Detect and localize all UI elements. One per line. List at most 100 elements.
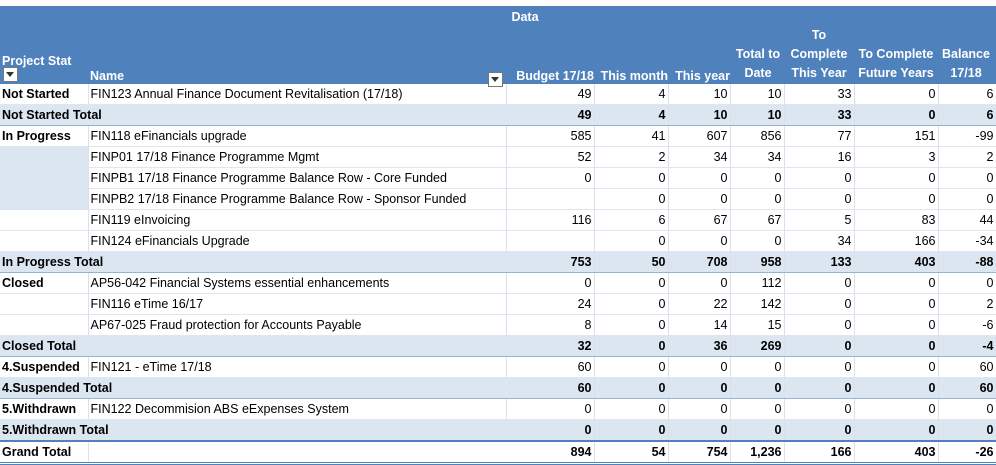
value-cell[interactable]: 0	[854, 293, 939, 315]
value-cell[interactable]: 0	[730, 230, 785, 252]
value-cell[interactable]: 708	[668, 251, 731, 273]
name-cell[interactable]	[88, 419, 506, 442]
value-cell[interactable]: -34	[938, 230, 996, 252]
value-cell[interactable]: 403	[854, 440, 939, 465]
value-cell[interactable]: 112	[730, 272, 785, 294]
project-status-cell[interactable]: 4.Suspended	[0, 356, 88, 378]
value-cell[interactable]: 15	[730, 314, 785, 336]
value-cell[interactable]: 3	[854, 146, 939, 168]
value-cell[interactable]: 0	[854, 398, 939, 420]
project-status-cell[interactable]	[0, 188, 88, 210]
value-cell[interactable]: 22	[668, 293, 731, 315]
value-cell[interactable]: -4	[938, 335, 996, 357]
name-cell[interactable]: FIN123 Annual Finance Document Revitalis…	[87, 84, 507, 105]
name-cell[interactable]: FIN116 eTime 16/17	[87, 293, 507, 315]
value-cell[interactable]: 34	[668, 146, 731, 168]
value-cell[interactable]: 151	[854, 125, 939, 147]
value-cell[interactable]: 0	[594, 398, 669, 420]
value-cell[interactable]: 133	[784, 251, 855, 273]
value-cell[interactable]: 856	[730, 125, 785, 147]
value-cell[interactable]: 0	[506, 419, 595, 442]
value-cell[interactable]	[506, 188, 595, 210]
value-cell[interactable]: 10	[668, 104, 731, 126]
name-cell[interactable]	[88, 335, 506, 357]
value-cell[interactable]: 41	[594, 125, 669, 147]
value-cell[interactable]: 0	[506, 167, 595, 189]
value-cell[interactable]: 60	[938, 377, 996, 399]
value-cell[interactable]: 958	[730, 251, 785, 273]
value-cell[interactable]: 0	[938, 167, 996, 189]
value-cell[interactable]: 0	[594, 230, 669, 252]
value-cell[interactable]: 0	[668, 398, 731, 420]
value-cell[interactable]: 754	[668, 440, 731, 465]
value-cell[interactable]: 0	[506, 272, 595, 294]
value-cell[interactable]: 894	[506, 440, 595, 465]
value-cell[interactable]: 10	[668, 84, 731, 105]
value-cell[interactable]: 60	[938, 356, 996, 378]
project-status-cell[interactable]: 5.Withdrawn	[0, 398, 88, 420]
value-cell[interactable]: 0	[938, 272, 996, 294]
value-cell[interactable]: 0	[854, 314, 939, 336]
project-status-cell[interactable]	[0, 146, 88, 168]
value-cell[interactable]: -88	[938, 251, 996, 273]
value-cell[interactable]: 0	[506, 398, 595, 420]
value-cell[interactable]: 2	[938, 293, 996, 315]
value-cell[interactable]: 24	[506, 293, 595, 315]
value-cell[interactable]: 0	[784, 188, 855, 210]
name-cell[interactable]	[88, 251, 506, 273]
value-cell[interactable]: 6	[938, 84, 996, 105]
value-cell[interactable]: 166	[854, 230, 939, 252]
value-cell[interactable]: 44	[938, 209, 996, 231]
project-status-cell[interactable]: In Progress	[0, 125, 88, 147]
value-cell[interactable]: 0	[854, 335, 939, 357]
name-cell[interactable]	[88, 104, 506, 126]
name-cell[interactable]	[88, 377, 506, 399]
project-status-cell[interactable]: Closed	[0, 272, 88, 294]
value-cell[interactable]: 0	[730, 398, 785, 420]
project-status-filter-dropdown-icon[interactable]	[3, 67, 18, 82]
value-cell[interactable]: 0	[784, 272, 855, 294]
value-cell[interactable]: 0	[594, 335, 669, 357]
value-cell[interactable]: -99	[938, 125, 996, 147]
value-cell[interactable]: 8	[506, 314, 595, 336]
value-cell[interactable]: 52	[506, 146, 595, 168]
value-cell[interactable]: 0	[854, 84, 939, 105]
name-cell[interactable]	[87, 440, 506, 465]
value-cell[interactable]: 34	[730, 146, 785, 168]
value-cell[interactable]: 0	[668, 272, 731, 294]
value-cell[interactable]: 0	[594, 377, 669, 399]
value-cell[interactable]: 60	[506, 356, 595, 378]
project-status-cell[interactable]: Not Started	[0, 84, 88, 105]
value-cell[interactable]: 0	[594, 188, 669, 210]
value-cell[interactable]: 403	[854, 251, 939, 273]
value-cell[interactable]: 142	[730, 293, 785, 315]
value-cell[interactable]: 16	[784, 146, 855, 168]
value-cell[interactable]: 0	[854, 272, 939, 294]
value-cell[interactable]: 0	[668, 377, 731, 399]
value-cell[interactable]: 269	[730, 335, 785, 357]
value-cell[interactable]: 0	[854, 188, 939, 210]
value-cell[interactable]: 0	[730, 188, 785, 210]
value-cell[interactable]: 0	[854, 377, 939, 399]
value-cell[interactable]: 5	[784, 209, 855, 231]
value-cell[interactable]: 60	[506, 377, 595, 399]
value-cell[interactable]: 0	[784, 356, 855, 378]
value-cell[interactable]: 36	[668, 335, 731, 357]
value-cell[interactable]: 116	[506, 209, 595, 231]
name-cell[interactable]: FIN119 eInvoicing	[87, 209, 507, 231]
value-cell[interactable]: 0	[938, 188, 996, 210]
value-cell[interactable]: 0	[854, 104, 939, 126]
name-cell[interactable]: FIN121 - eTime 17/18	[87, 356, 507, 378]
value-cell[interactable]: 2	[938, 146, 996, 168]
name-cell[interactable]: AP56-042 Financial Systems essential enh…	[87, 272, 507, 294]
value-cell[interactable]: 50	[594, 251, 669, 273]
value-cell[interactable]: 0	[730, 356, 785, 378]
project-status-cell[interactable]: 4.Suspended Total	[0, 377, 112, 399]
value-cell[interactable]: 0	[730, 377, 785, 399]
value-cell[interactable]: 4	[594, 104, 669, 126]
value-cell[interactable]: 83	[854, 209, 939, 231]
value-cell[interactable]: 0	[784, 167, 855, 189]
value-cell[interactable]: 0	[594, 293, 669, 315]
project-status-cell[interactable]	[0, 314, 88, 336]
value-cell[interactable]: 0	[594, 356, 669, 378]
